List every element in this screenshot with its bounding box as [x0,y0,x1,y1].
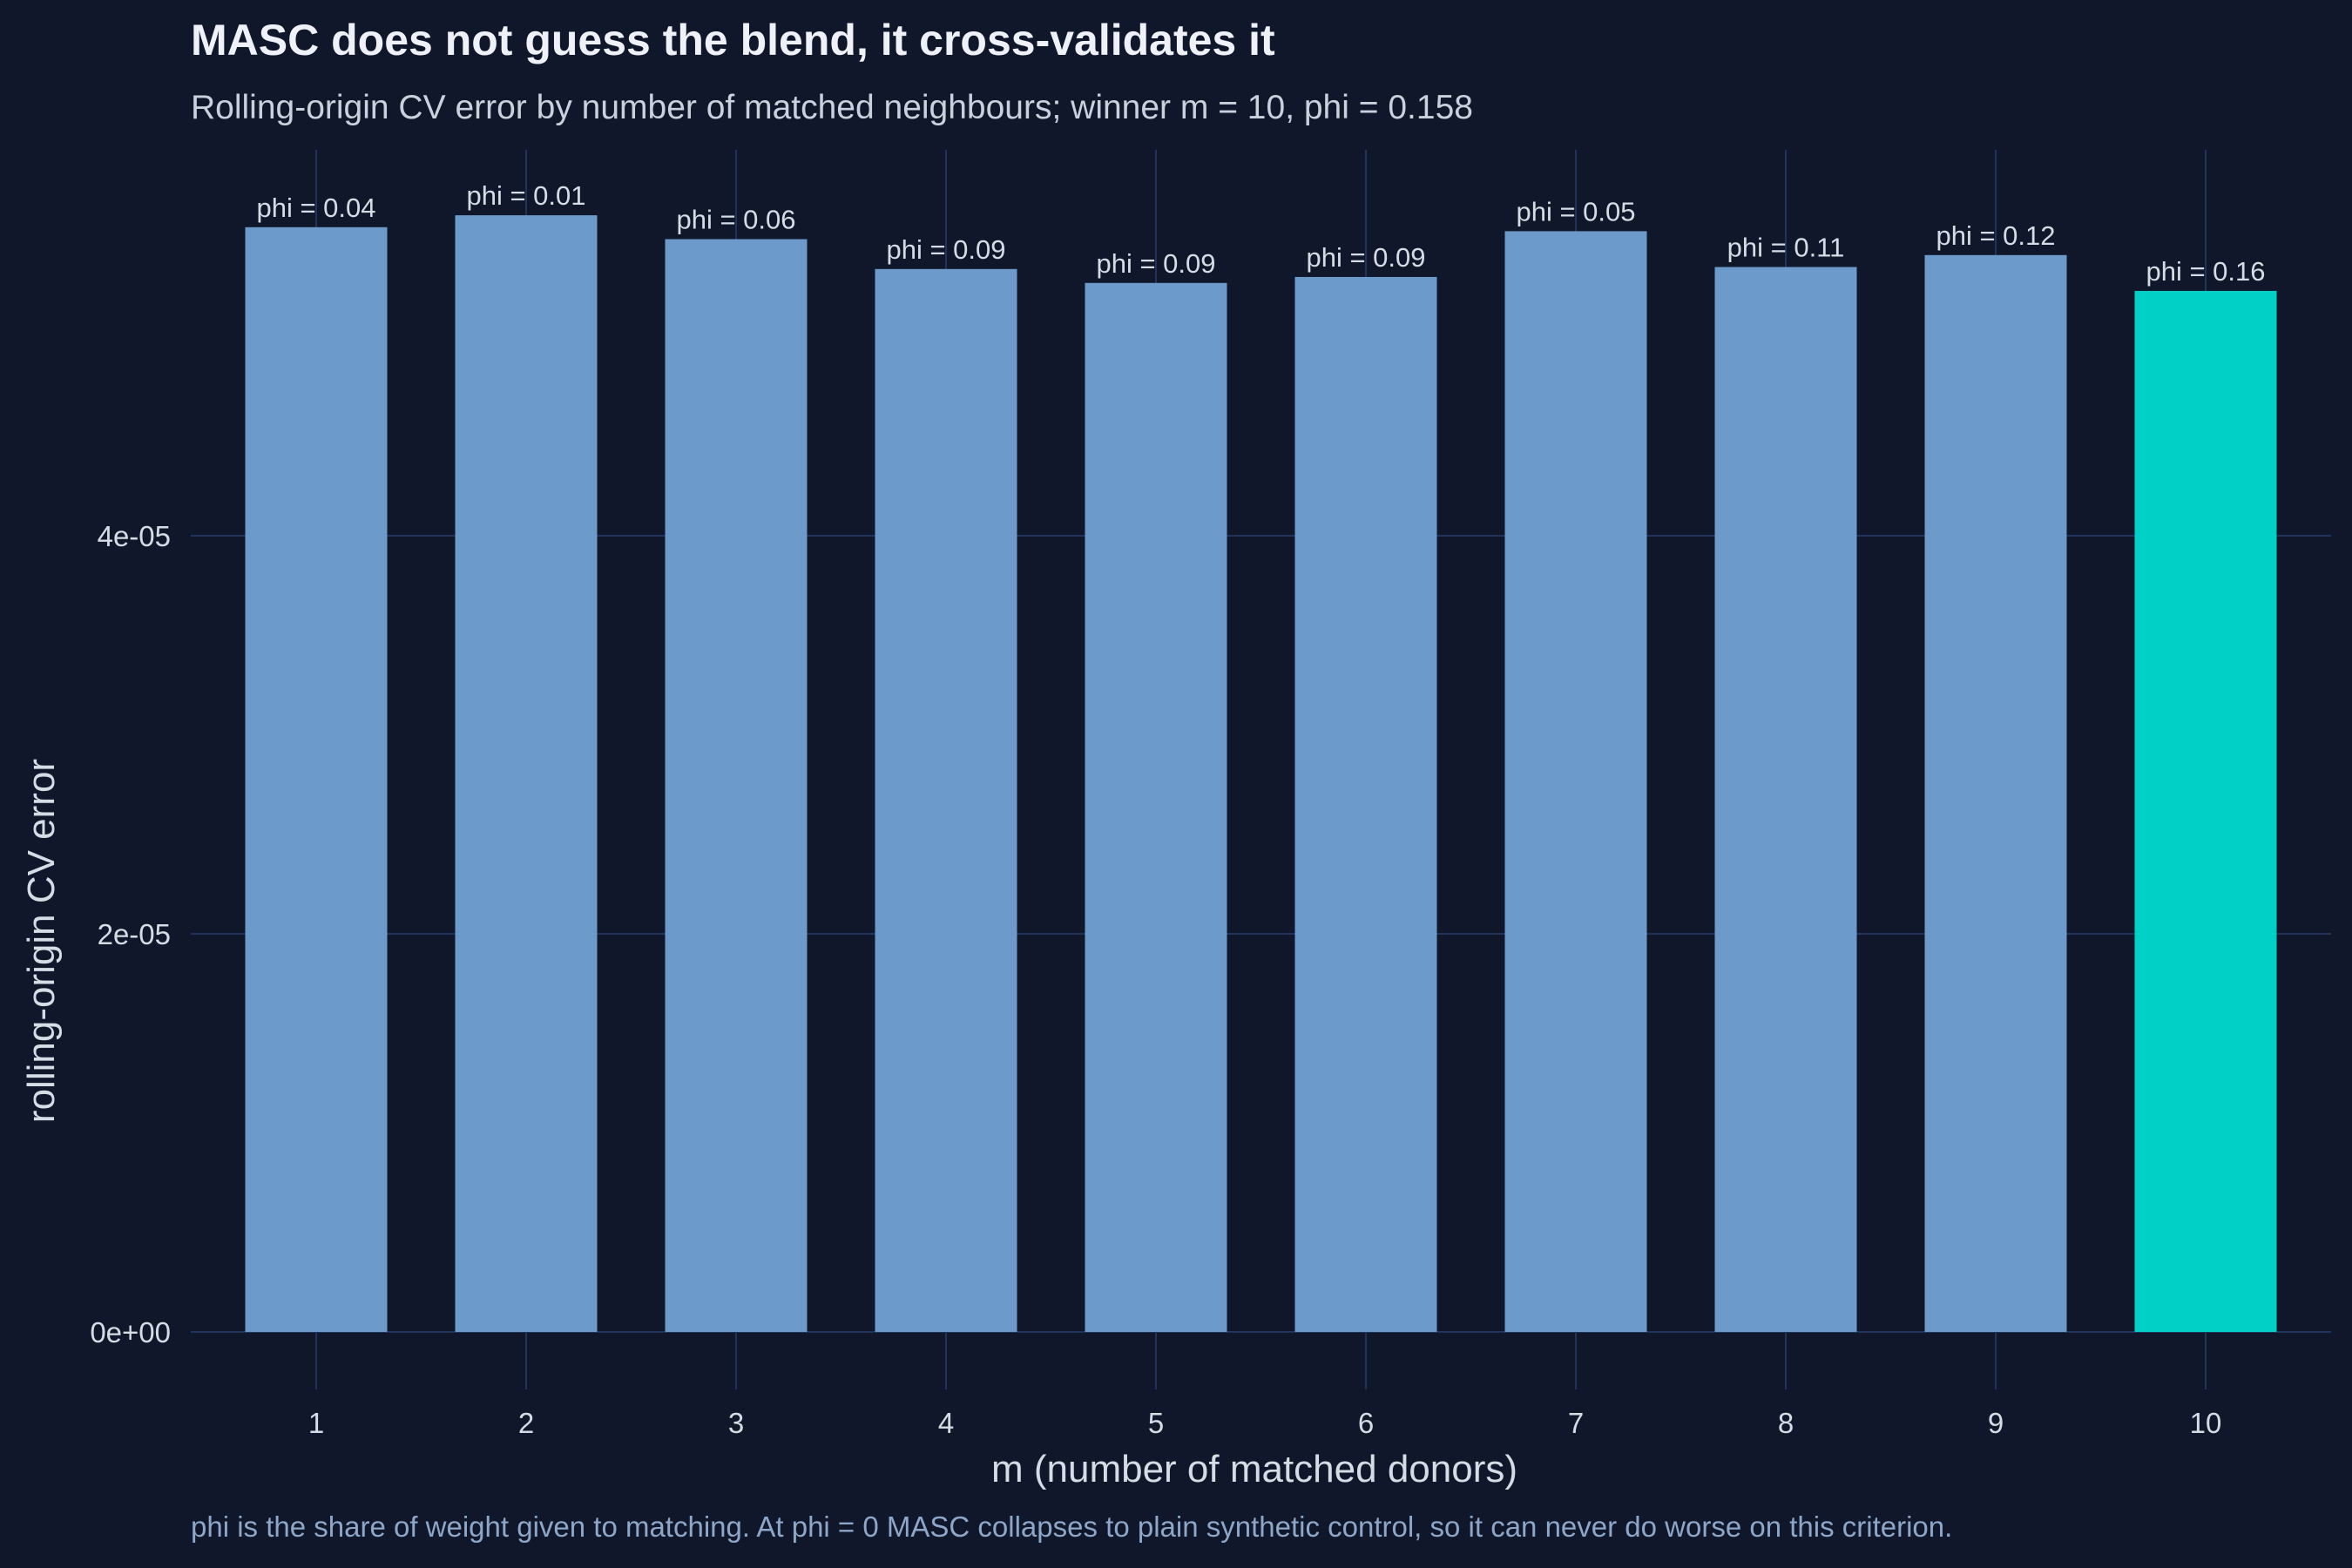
bar-label: phi = 0.09 [1306,242,1425,273]
x-tick-label: 6 [1358,1407,1374,1439]
bar-label: phi = 0.04 [256,193,375,223]
bar-m-3 [665,239,808,1332]
x-axis-title: m (number of matched donors) [991,1448,1517,1490]
x-tick-label: 1 [308,1407,324,1439]
bar-label: phi = 0.12 [1936,220,2055,251]
x-tick-label: 10 [2190,1407,2222,1439]
x-tick-label: 4 [938,1407,954,1439]
bar-m-8 [1714,267,1857,1332]
chart-caption: phi is the share of weight given to matc… [191,1511,1952,1543]
y-tick-label: 0e+00 [90,1316,171,1348]
y-tick-label: 2e-05 [98,918,171,950]
x-tick-label: 9 [1988,1407,2004,1439]
y-tick-label: 4e-05 [98,520,171,552]
bar-label: phi = 0.11 [1727,233,1845,263]
bar-label: phi = 0.09 [886,234,1005,265]
bar-m-10 [2134,290,2277,1332]
x-tick-label: 2 [518,1407,534,1439]
x-tick-label: 3 [728,1407,744,1439]
bar-label: phi = 0.09 [1096,248,1215,279]
bar-label: phi = 0.16 [2146,256,2265,287]
bar-m-1 [245,226,388,1333]
bar-m-5 [1085,282,1227,1333]
bar-label: phi = 0.05 [1516,196,1635,226]
bar-m-6 [1294,276,1437,1333]
bar-m-7 [1504,231,1647,1332]
x-tick-label: 8 [1778,1407,1794,1439]
bar-label: phi = 0.06 [676,205,795,235]
y-axis-title: rolling-origin CV error [20,759,63,1123]
bar-m-2 [455,215,598,1333]
chart-title: MASC does not guess the blend, it cross-… [191,16,1275,64]
chart-subtitle: Rolling-origin CV error by number of mat… [191,89,1473,126]
bar-label: phi = 0.01 [466,180,585,211]
plot-area: 0e+00 2e-05 4e-05 phi = 0.04 1 phi = 0.01 2 phi… [90,150,2331,1439]
bar-m-4 [875,268,1017,1332]
x-tick-label: 7 [1568,1407,1584,1439]
x-tick-label: 5 [1148,1407,1164,1439]
bar-m-9 [1924,254,2067,1333]
